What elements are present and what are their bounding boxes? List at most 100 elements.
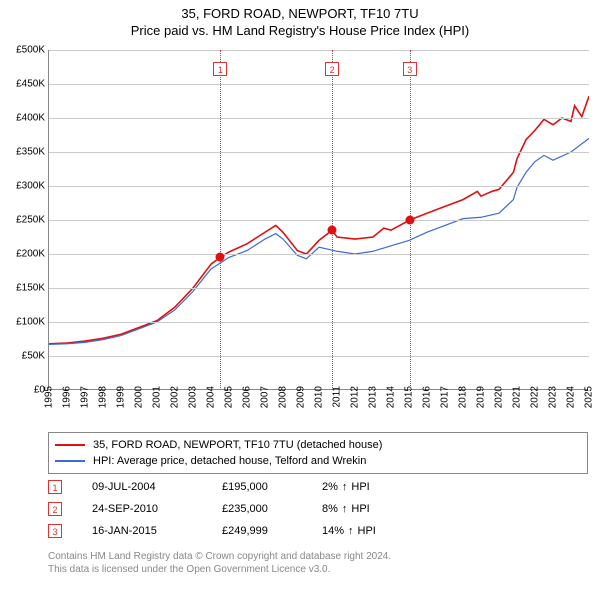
x-tick-label: 2003 [188,386,199,408]
sale-marker-vline [220,50,221,390]
y-tick-label: £500K [5,45,45,56]
x-tick-label: 2010 [314,386,325,408]
y-tick-label: £0 [5,385,45,396]
sale-row: 2 24-SEP-2010£235,0008% ↑HPI [48,498,588,520]
gridline-h [49,220,589,221]
gridline-h [49,254,589,255]
y-tick-label: £100K [5,317,45,328]
x-tick-label: 1999 [116,386,127,408]
sale-price: £249,999 [222,525,322,537]
y-tick-label: £450K [5,79,45,90]
x-tick-label: 2004 [206,386,217,408]
sale-date: 09-JUL-2004 [92,481,222,493]
x-tick-label: 2001 [152,386,163,408]
y-tick-label: £300K [5,181,45,192]
y-tick-label: £200K [5,249,45,260]
sale-diff: 8% ↑HPI [322,503,370,515]
sale-price: £235,000 [222,503,322,515]
plot-area: £0£50K£100K£150K£200K£250K£300K£350K£400… [48,50,588,390]
x-tick-label: 2025 [584,386,595,408]
legend-item: 35, FORD ROAD, NEWPORT, TF10 7TU (detach… [55,437,581,453]
y-tick-label: £400K [5,113,45,124]
legend-item: HPI: Average price, detached house, Telf… [55,453,581,469]
gridline-h [49,118,589,119]
chart-area: £0£50K£100K£150K£200K£250K£300K£350K£400… [48,50,588,390]
sale-row: 3 16-JAN-2015£249,99914% ↑ HPI [48,520,588,542]
sale-date: 16-JAN-2015 [92,525,222,537]
x-tick-label: 2012 [350,386,361,408]
x-tick-label: 2016 [422,386,433,408]
gridline-h [49,356,589,357]
x-tick-label: 2020 [494,386,505,408]
title-block: 35, FORD ROAD, NEWPORT, TF10 7TU Price p… [0,0,600,38]
x-tick-label: 2022 [530,386,541,408]
chart-title-line2: Price paid vs. HM Land Registry's House … [0,23,600,38]
x-tick-label: 2021 [512,386,523,408]
x-tick-label: 2008 [278,386,289,408]
sale-marker-dot [216,253,225,262]
x-tick-label: 2002 [170,386,181,408]
sale-date: 24-SEP-2010 [92,503,222,515]
legend-swatch [55,460,85,462]
x-tick-label: 2013 [368,386,379,408]
sale-diff-pct: 8% [322,503,338,515]
arrow-up-icon: ↑ [348,525,354,537]
gridline-h [49,186,589,187]
x-tick-label: 2007 [260,386,271,408]
sale-marker-badge: 3 [403,62,417,76]
sale-row-badge: 1 [48,480,62,494]
x-tick-label: 2005 [224,386,235,408]
x-tick-label: 2019 [476,386,487,408]
gridline-h [49,50,589,51]
sale-diff-label: HPI [358,525,376,537]
y-tick-label: £150K [5,283,45,294]
arrow-up-icon: ↑ [342,481,348,493]
x-tick-label: 2006 [242,386,253,408]
x-tick-label: 1997 [80,386,91,408]
x-tick-label: 2009 [296,386,307,408]
sales-table: 109-JUL-2004£195,0002%↑HPI224-SEP-2010£2… [48,476,588,542]
footer-line1: Contains HM Land Registry data © Crown c… [48,550,391,563]
sale-diff: 14% ↑ HPI [322,525,376,537]
footer-attribution: Contains HM Land Registry data © Crown c… [48,550,391,576]
sale-row-badge: 2 [48,502,62,516]
gridline-h [49,288,589,289]
footer-line2: This data is licensed under the Open Gov… [48,563,391,576]
sale-diff-pct: 14% [322,525,344,537]
gridline-h [49,152,589,153]
sale-marker-badge: 2 [325,62,339,76]
legend-label: HPI: Average price, detached house, Telf… [93,455,366,467]
x-tick-label: 2018 [458,386,469,408]
sale-diff: 2% ↑HPI [322,481,370,493]
gridline-h [49,322,589,323]
legend-swatch [55,444,85,446]
sale-marker-vline [332,50,333,390]
sale-row: 1 09-JUL-2004£195,0002% ↑HPI [48,476,588,498]
chart-container: 35, FORD ROAD, NEWPORT, TF10 7TU Price p… [0,0,600,590]
sale-diff-pct: 2% [322,481,338,493]
legend-box: 35, FORD ROAD, NEWPORT, TF10 7TU (detach… [48,432,588,474]
sale-diff-label: HPI [351,481,369,493]
sale-marker-dot [405,216,414,225]
arrow-up-icon: ↑ [342,503,348,515]
chart-title-line1: 35, FORD ROAD, NEWPORT, TF10 7TU [0,6,600,21]
sale-marker-dot [328,226,337,235]
gridline-h [49,84,589,85]
x-tick-label: 2023 [548,386,559,408]
x-tick-label: 1996 [62,386,73,408]
x-tick-label: 2017 [440,386,451,408]
y-tick-label: £250K [5,215,45,226]
x-tick-label: 2000 [134,386,145,408]
x-tick-label: 1998 [98,386,109,408]
sale-marker-badge: 1 [213,62,227,76]
x-tick-label: 2024 [566,386,577,408]
y-tick-label: £350K [5,147,45,158]
x-tick-label: 2011 [332,386,343,408]
sale-row-badge: 3 [48,524,62,538]
sale-price: £195,000 [222,481,322,493]
x-tick-label: 2014 [386,386,397,408]
sale-diff-label: HPI [351,503,369,515]
y-tick-label: £50K [5,351,45,362]
x-tick-label: 1995 [44,386,55,408]
legend-label: 35, FORD ROAD, NEWPORT, TF10 7TU (detach… [93,439,382,451]
